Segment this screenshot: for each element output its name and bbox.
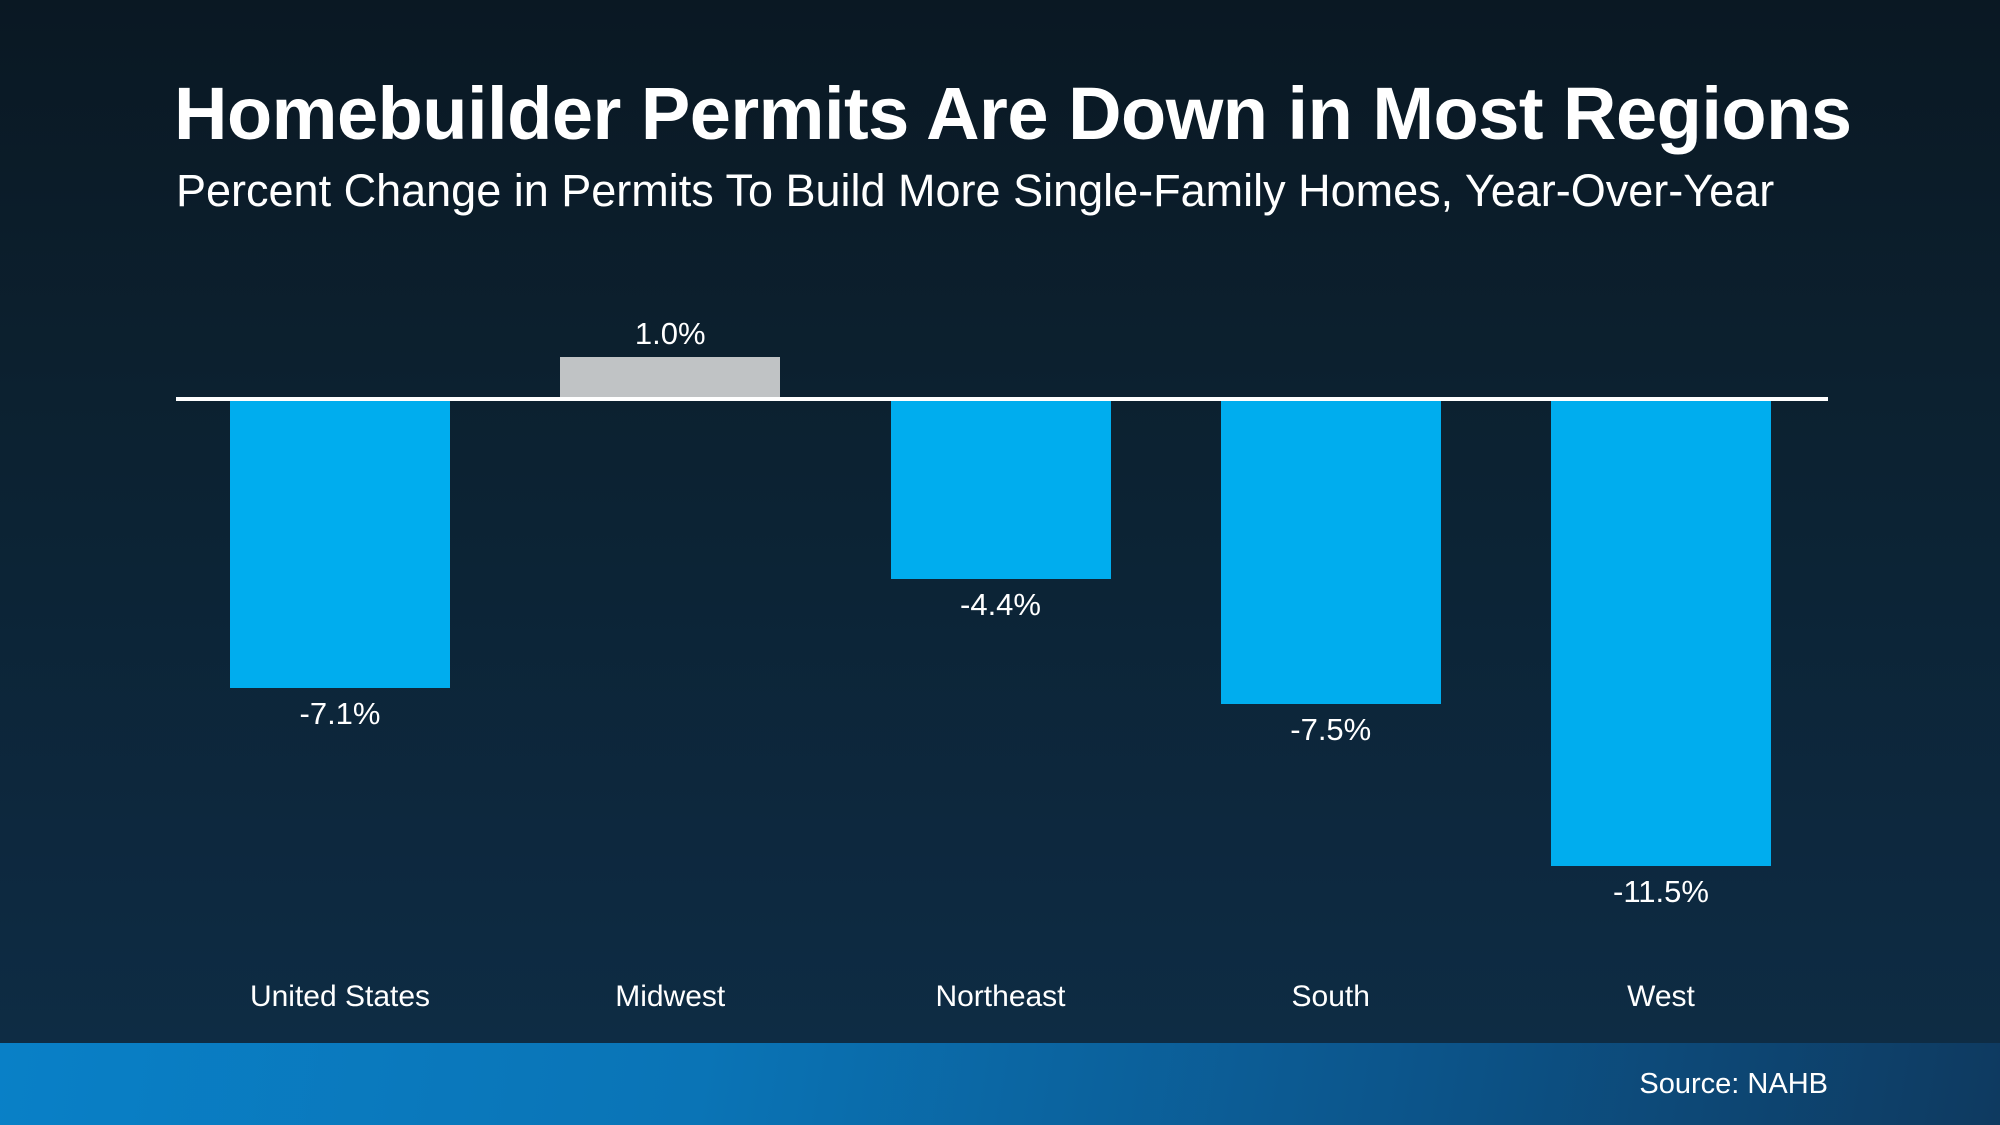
value-label-northeast: -4.4% <box>960 586 1041 622</box>
bar-midwest <box>560 356 781 397</box>
value-label-united-states: -7.1% <box>299 695 381 731</box>
category-label-midwest: Midwest <box>615 980 726 1013</box>
value-label-midwest: 1.0% <box>634 315 706 351</box>
bar-united-states <box>230 401 450 688</box>
value-label-south: -7.5% <box>1290 712 1372 747</box>
bar-west <box>1551 401 1771 866</box>
bar-south <box>1220 401 1441 704</box>
category-label-south: South <box>1291 980 1370 1013</box>
category-label-west: West <box>1627 980 1695 1013</box>
footer-band: Source: NAHB <box>0 1043 2000 1125</box>
zero-axis-line <box>176 397 1828 401</box>
category-label-united-states: United States <box>249 980 431 1013</box>
chart-subtitle: Percent Change in Permits To Build More … <box>176 165 1775 216</box>
value-label-west: -11.5% <box>1613 873 1709 909</box>
chart-title: Homebuilder Permits Are Down in Most Reg… <box>174 72 1852 155</box>
bar-northeast <box>890 401 1111 579</box>
source-attribution: Source: NAHB <box>1639 1067 1828 1100</box>
category-label-northeast: Northeast <box>935 980 1066 1013</box>
